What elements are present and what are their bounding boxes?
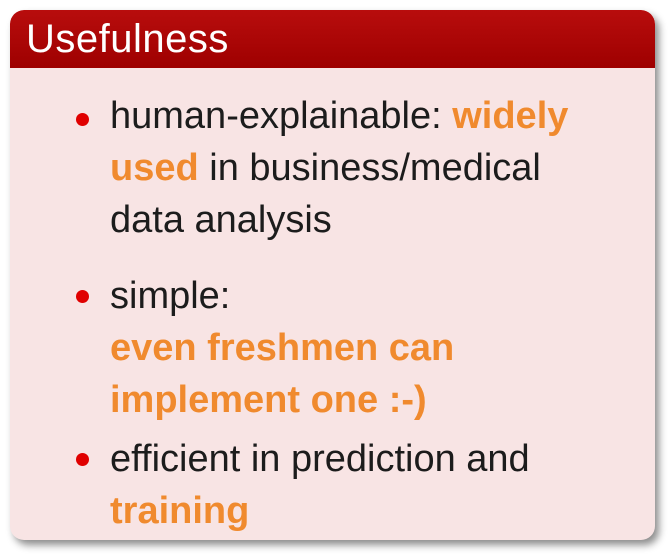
text-segment: human-explainable: [110,95,453,137]
highlight-text: widely [452,95,569,137]
bullet-dot-icon [76,113,89,126]
highlight-text: used [110,147,199,189]
highlight-text: even freshmen can [110,327,455,369]
slide-block: Usefulness human-explainable: widely use… [10,10,655,540]
highlight-text: training [110,490,250,532]
bullet-list: human-explainable: widely used in busine… [10,68,655,540]
bullet-text: efficient in prediction and training [110,433,650,537]
bullet-dot-icon [76,290,89,303]
text-segment: in business/medical [198,147,541,189]
text-segment: simple: [110,275,231,317]
block-title: Usefulness [26,16,229,61]
bullet-dot-icon [76,453,89,466]
block-header: Usefulness [10,10,655,68]
bullet-text: simple: even freshmen can implement one … [110,270,650,426]
text-segment: data analysis [110,199,332,241]
text-segment: efficient in prediction and [110,438,530,480]
highlight-text: implement one :-) [110,379,427,421]
bullet-text: human-explainable: widely used in busine… [110,90,650,246]
